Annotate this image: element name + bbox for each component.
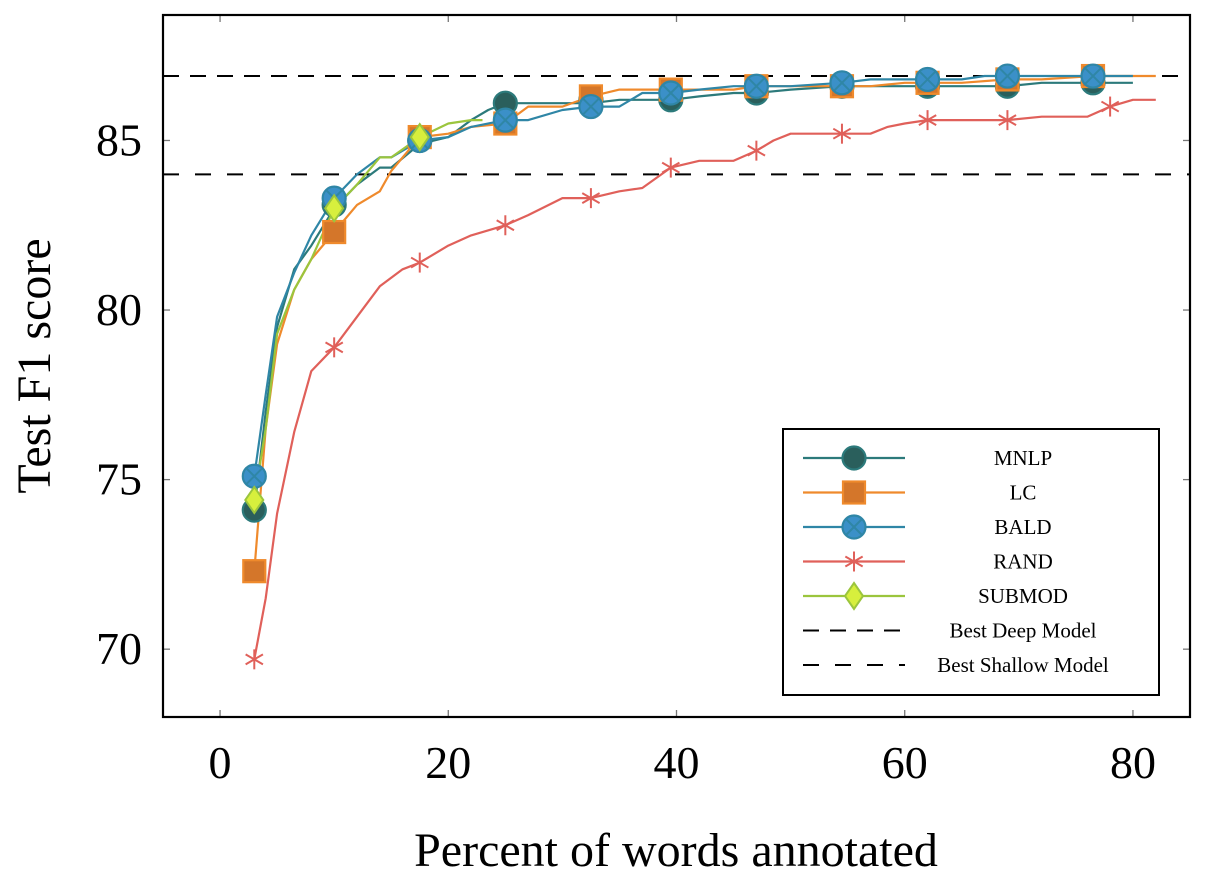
marker-rand — [998, 110, 1017, 131]
marker-lc — [242, 559, 267, 584]
marker-rand — [832, 123, 852, 144]
marker-shape — [244, 485, 265, 515]
x-tick-label: 80 — [1110, 737, 1156, 788]
marker-rand — [1100, 96, 1120, 117]
marker-spoke — [410, 256, 429, 269]
marker-spoke — [832, 127, 852, 140]
marker-bald — [658, 80, 684, 106]
marker-cross — [582, 97, 600, 116]
x-tick-label: 60 — [882, 737, 928, 788]
marker-lc — [322, 219, 347, 245]
marker-bald — [743, 73, 769, 99]
marker-shape — [841, 445, 867, 471]
marker-submod — [244, 485, 265, 515]
legend-label: Best Deep Model — [950, 619, 1097, 643]
marker-bald — [492, 107, 518, 133]
y-axis-label: Test F1 score — [8, 238, 61, 493]
x-tick-label: 40 — [654, 737, 700, 788]
marker-spoke — [325, 341, 344, 354]
marker-rand — [496, 215, 515, 236]
legend-marker — [841, 480, 867, 505]
tick-labels: 0 20 40 60 80 70 75 80 85 — [96, 114, 1156, 788]
series-line-bald — [253, 74, 1133, 477]
y-tick-label: 70 — [96, 623, 142, 674]
legend-label: MNLP — [994, 446, 1052, 470]
marker-rand — [918, 110, 937, 131]
legend-marker — [841, 445, 867, 471]
marker-cross — [662, 84, 680, 102]
tick-marks — [163, 15, 1190, 717]
y-tick-label: 75 — [96, 454, 142, 505]
marker-spoke — [747, 144, 766, 157]
marker-shape — [242, 559, 267, 584]
marker-spoke — [661, 161, 680, 174]
y-tick-label: 80 — [96, 284, 142, 335]
marker-shape — [409, 122, 430, 152]
marker-bald — [1080, 63, 1106, 89]
marker-spoke — [998, 114, 1017, 126]
marker-cross — [918, 70, 937, 89]
plot-frame — [161, 13, 1192, 719]
marker-rand — [747, 140, 766, 161]
marker-bald — [994, 63, 1021, 89]
marker-bald — [829, 70, 855, 96]
marker-rand — [410, 252, 429, 273]
marker-rand — [325, 337, 344, 358]
marker-bald — [578, 93, 604, 120]
legend-label: RAND — [993, 550, 1053, 574]
legend-label: Best Shallow Model — [937, 653, 1109, 677]
marker-bald — [914, 66, 941, 93]
marker-rand — [245, 649, 264, 670]
marker-shape — [843, 581, 865, 611]
marker-shape — [322, 219, 347, 245]
marker-shape — [841, 480, 867, 505]
marker-cross — [998, 67, 1017, 85]
marker-bald — [241, 463, 267, 489]
marker-submod — [323, 193, 345, 224]
marker-spoke — [1100, 100, 1120, 113]
x-axis-label: Percent of words annotated — [414, 824, 938, 877]
marker-spoke — [581, 192, 601, 204]
y-tick-label: 85 — [96, 114, 142, 165]
marker-rand — [661, 157, 680, 178]
marker-cross — [747, 77, 766, 95]
marker-shape — [323, 193, 345, 224]
marker-cross — [496, 111, 515, 129]
legend-marker — [844, 551, 864, 572]
legend-label: SUBMOD — [978, 584, 1068, 608]
series-markers — [241, 63, 1120, 670]
marker-spoke — [844, 555, 864, 568]
marker-cross — [245, 467, 263, 485]
series-line-submod — [253, 118, 483, 501]
marker-spoke — [245, 653, 264, 666]
series-line-rand — [253, 98, 1156, 660]
legend-marker — [841, 514, 867, 540]
reference-lines — [163, 75, 1190, 176]
legend-marker — [843, 581, 865, 611]
x-tick-label: 20 — [425, 737, 471, 788]
marker-spoke — [496, 219, 515, 232]
marker-submod — [409, 122, 430, 152]
legend: MNLP LC BALD RAND SUBMOD Best Deep Model Best … — [782, 428, 1160, 696]
legend-label: LC — [1010, 481, 1037, 505]
marker-cross — [833, 74, 851, 92]
x-tick-label: 0 — [209, 737, 232, 788]
marker-spoke — [918, 114, 937, 126]
legend-label: BALD — [994, 515, 1051, 539]
marker-rand — [581, 188, 601, 209]
marker-cross — [1084, 67, 1102, 85]
marker-cross — [845, 518, 863, 536]
